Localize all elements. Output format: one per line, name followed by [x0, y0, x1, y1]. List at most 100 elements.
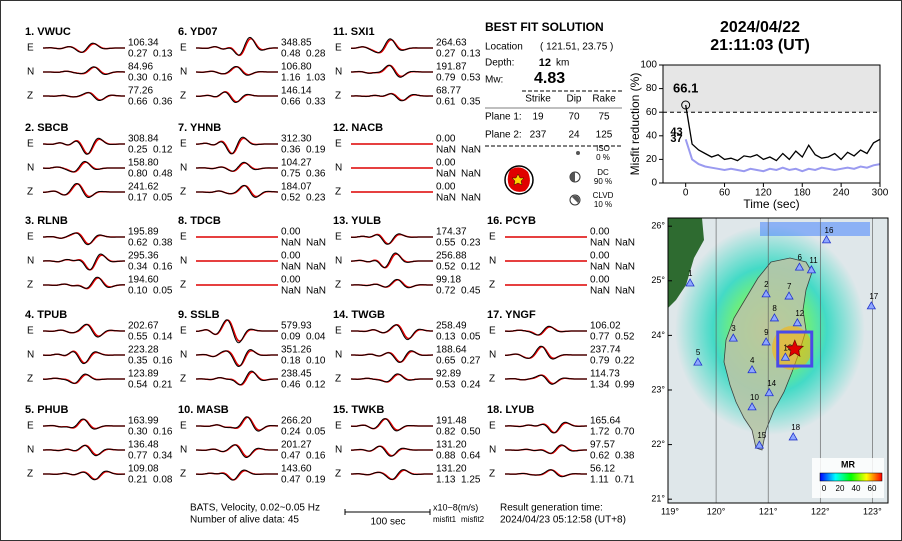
misfit2: 0.36 [153, 97, 173, 108]
waveform-observed [351, 373, 433, 383]
amplitude: 0.00 [436, 134, 456, 145]
waveform-observed [43, 42, 125, 53]
component-label: Z [180, 280, 186, 291]
map-x-tick-label: 119° [661, 506, 679, 516]
amplitude: 312.30 [281, 134, 312, 145]
misfit1: 0.77 [590, 332, 610, 343]
component-label: N [27, 256, 34, 267]
component-label: E [489, 326, 496, 337]
misfit2: 0.05 [306, 427, 326, 438]
component-label: E [27, 421, 34, 432]
misfit1: NaN [436, 145, 456, 156]
amplitude: 258.49 [436, 321, 467, 332]
misfit2: 0.45 [461, 286, 481, 297]
misfit1: 0.17 [128, 193, 148, 204]
misfit1: 0.55 [128, 332, 148, 343]
station-marker [780, 352, 791, 361]
amplitude: 241.62 [128, 182, 159, 193]
station-number: 15 [757, 431, 766, 440]
misfit2: NaN [461, 145, 481, 156]
misfit2: 0.14 [153, 332, 173, 343]
waveform-observed [505, 444, 587, 454]
dc-label: DC [597, 168, 609, 177]
amplitude: 188.64 [436, 345, 467, 356]
misfit1: 0.77 [128, 451, 148, 462]
map-y-tick-label: 22° [651, 439, 665, 449]
waveform-observed [505, 469, 587, 478]
waveform-observed [351, 350, 433, 363]
waveform-observed [505, 374, 587, 385]
peak-marker [681, 100, 691, 110]
waveform-observed [351, 469, 433, 480]
station-number: 17 [869, 292, 878, 301]
waveform-observed [43, 253, 125, 271]
station-name: 12. NACB [333, 122, 383, 134]
misfit2: 0.12 [306, 380, 326, 391]
component-label: E [335, 421, 342, 432]
component-label: Z [180, 374, 186, 385]
amplitude: 256.88 [436, 251, 467, 262]
misfit1: 0.72 [436, 286, 456, 297]
amplitude: 106.02 [590, 321, 621, 332]
dc-value: 90 % [594, 177, 612, 186]
misfit1: 0.30 [128, 427, 148, 438]
colorbar-tick-label: 40 [852, 484, 861, 493]
amplitude: 295.36 [128, 251, 159, 262]
map-x-tick-label: 120° [707, 506, 726, 516]
misfit2: 0.27 [461, 356, 481, 367]
station-marker [821, 235, 832, 244]
waveform-observed [351, 278, 433, 289]
waveform-observed [505, 325, 587, 336]
station-name: 11. SXI1 [333, 26, 375, 38]
result-time: 2024/04/23 05:12:58 (UT+8) [500, 515, 626, 526]
x-tick-label: 0 [683, 188, 689, 199]
component-label: E [27, 139, 34, 150]
misfit1: NaN [281, 262, 301, 273]
station-name: 13. YULB [333, 215, 381, 227]
y-axis-label: Misfit reduction (%) [628, 73, 642, 176]
waveform-observed [195, 91, 278, 104]
component-label: Z [335, 374, 341, 385]
component-label: Z [489, 469, 495, 480]
colorbar-tick-label: 20 [836, 484, 845, 493]
amplitude: 0.00 [281, 275, 301, 286]
station-marker [866, 301, 877, 310]
component-label: Z [27, 374, 33, 385]
misfit2: 0.35 [461, 97, 481, 108]
misfit2: NaN [615, 238, 635, 249]
misfit2: 0.16 [153, 262, 173, 273]
misfit2: 0.99 [615, 380, 635, 391]
misfit2: 1.03 [306, 73, 326, 84]
waveform-observed [351, 233, 433, 245]
misfit2: 0.36 [306, 169, 326, 180]
x-tick-label: 300 [872, 188, 889, 199]
component-label: E [489, 232, 496, 243]
waveform-observed [351, 64, 433, 78]
map-x-tick-label: 123° [863, 506, 882, 516]
station-marker [792, 318, 803, 327]
misfit2: NaN [461, 169, 481, 180]
station-name: 9. SSLB [178, 309, 220, 321]
map-y-tick-label: 21° [651, 494, 665, 504]
misfit1: NaN [590, 286, 610, 297]
plane-value: 125 [596, 130, 613, 141]
station-name: 10. MASB [178, 404, 229, 416]
misfit2: 0.24 [461, 380, 481, 391]
plane-value: 75 [598, 112, 610, 123]
misfit1: 0.62 [128, 238, 148, 249]
component-label: N [180, 256, 187, 267]
waveform-observed [43, 323, 125, 338]
annotation: 37 [670, 133, 682, 145]
annotation: 43 [670, 126, 682, 138]
misfit2: 0.33 [306, 97, 326, 108]
amplitude: 0.00 [436, 158, 456, 169]
misfit1: 0.62 [590, 451, 610, 462]
waveform-observed [350, 418, 433, 432]
component-label: N [27, 163, 34, 174]
amplitude: 163.99 [128, 416, 159, 427]
dc-icon-fill [570, 172, 575, 182]
amplitude: 99.18 [436, 275, 461, 286]
solution-title: BEST FIT SOLUTION [485, 20, 604, 34]
amplitude: 84.96 [128, 62, 153, 73]
waveform-observed [42, 373, 125, 384]
